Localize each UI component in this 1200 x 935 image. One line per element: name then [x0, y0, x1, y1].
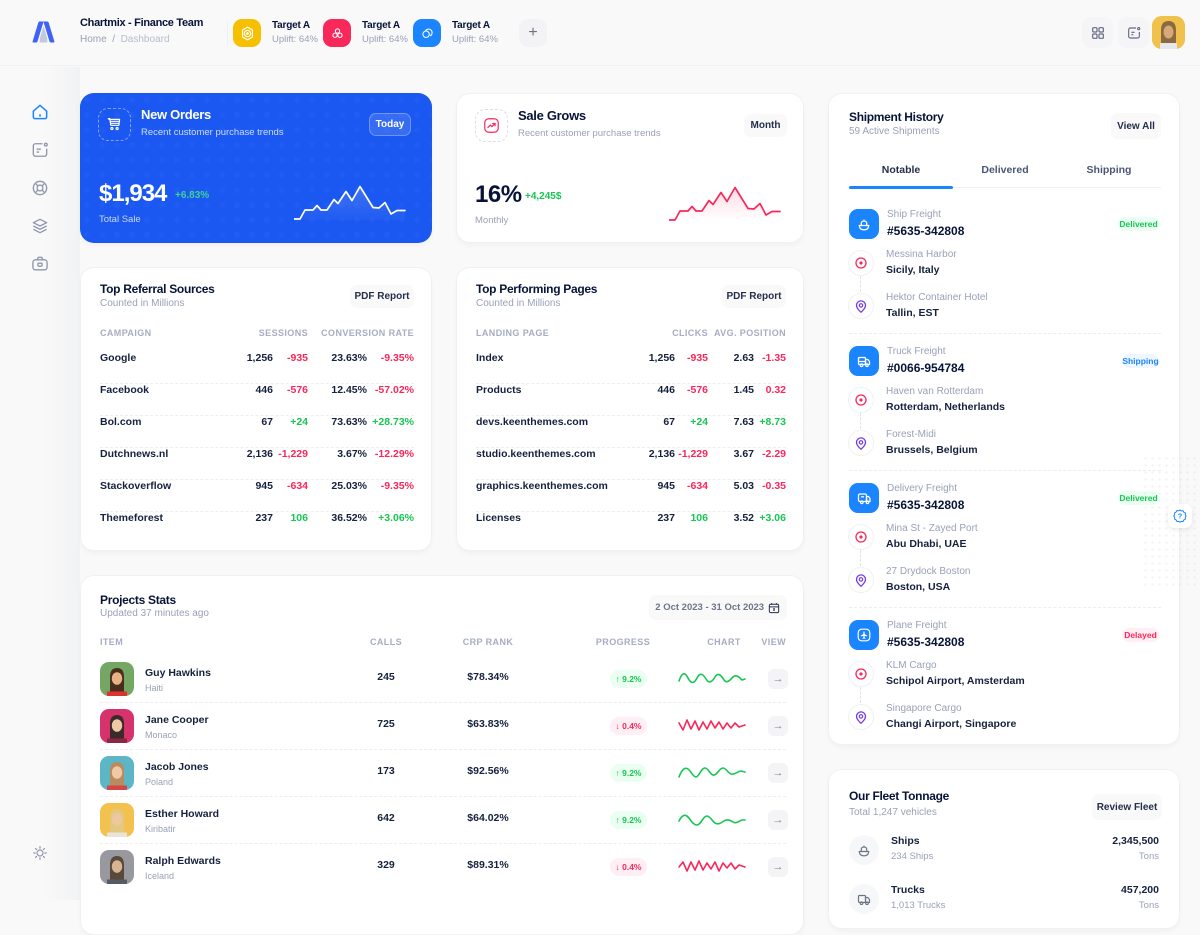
svg-text:8: 8	[773, 607, 776, 612]
svg-text:?: ?	[1178, 512, 1183, 521]
